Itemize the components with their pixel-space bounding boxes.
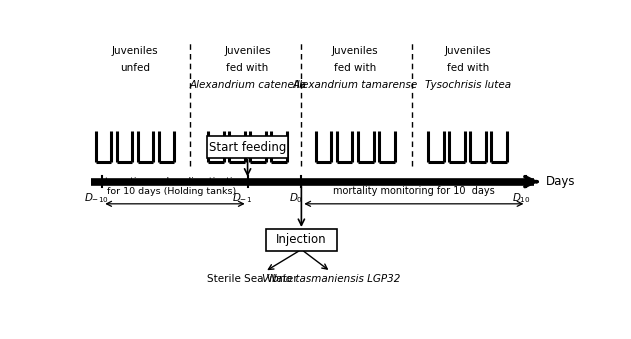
Text: Tysochrisis lutea: Tysochrisis lutea (425, 80, 510, 90)
Text: Alexandrium tamarense: Alexandrium tamarense (293, 80, 418, 90)
Text: fed with: fed with (334, 63, 376, 73)
Text: $D_{-10}$: $D_{-10}$ (84, 191, 109, 204)
Text: Juveniles: Juveniles (224, 46, 271, 56)
Text: Injection: Injection (276, 233, 327, 246)
Text: Vibrio tasmaniensis LGP32: Vibrio tasmaniensis LGP32 (261, 274, 400, 284)
Text: starvation and acclimatization
for 10 days (Holding tanks): starvation and acclimatization for 10 da… (100, 177, 244, 196)
FancyBboxPatch shape (207, 136, 288, 158)
Text: fed with: fed with (447, 63, 489, 73)
Text: $D_{-1}$: $D_{-1}$ (232, 191, 252, 204)
Text: Juveniles: Juveniles (444, 46, 491, 56)
Text: Juveniles: Juveniles (332, 46, 379, 56)
Text: Alexandrium catenella: Alexandrium catenella (189, 80, 306, 90)
Text: fed with: fed with (227, 63, 269, 73)
FancyBboxPatch shape (266, 228, 337, 251)
Text: $D_{0}$: $D_{0}$ (290, 191, 304, 204)
Text: Juveniles: Juveniles (112, 46, 158, 56)
Text: unfed: unfed (120, 63, 150, 73)
Text: mortality monitoring for 10  days: mortality monitoring for 10 days (333, 186, 495, 196)
Text: Days: Days (546, 175, 575, 188)
Text: Sterile Sea Water: Sterile Sea Water (207, 274, 298, 284)
Text: $D_{10}$: $D_{10}$ (512, 191, 531, 204)
Text: Start feeding: Start feeding (209, 141, 286, 154)
